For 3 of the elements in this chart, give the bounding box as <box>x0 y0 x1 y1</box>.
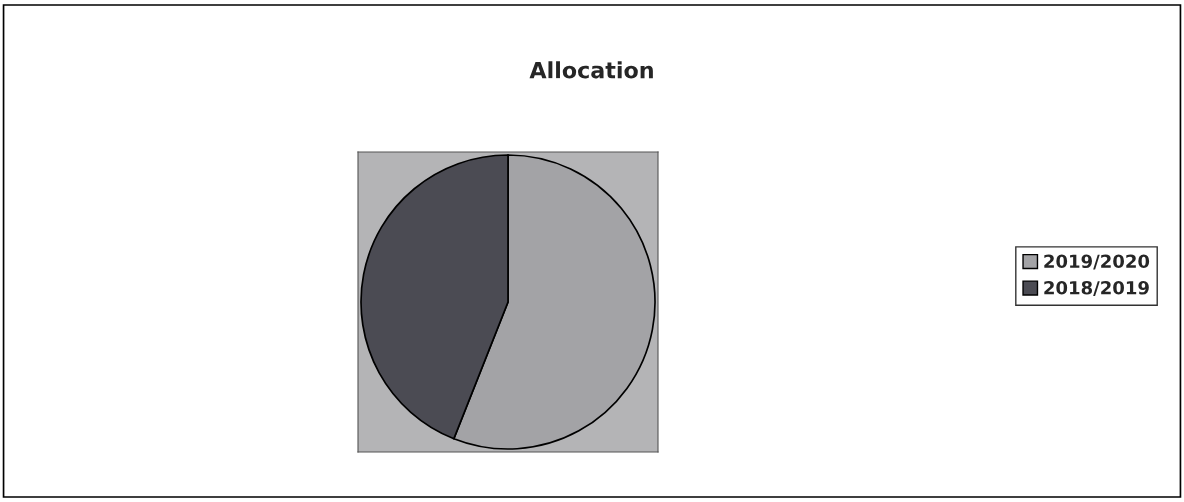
legend-label: 2019/2020 <box>1044 254 1150 270</box>
chart-title: Allocation <box>529 61 653 79</box>
legend-label: 2018/2019 <box>1044 280 1149 297</box>
